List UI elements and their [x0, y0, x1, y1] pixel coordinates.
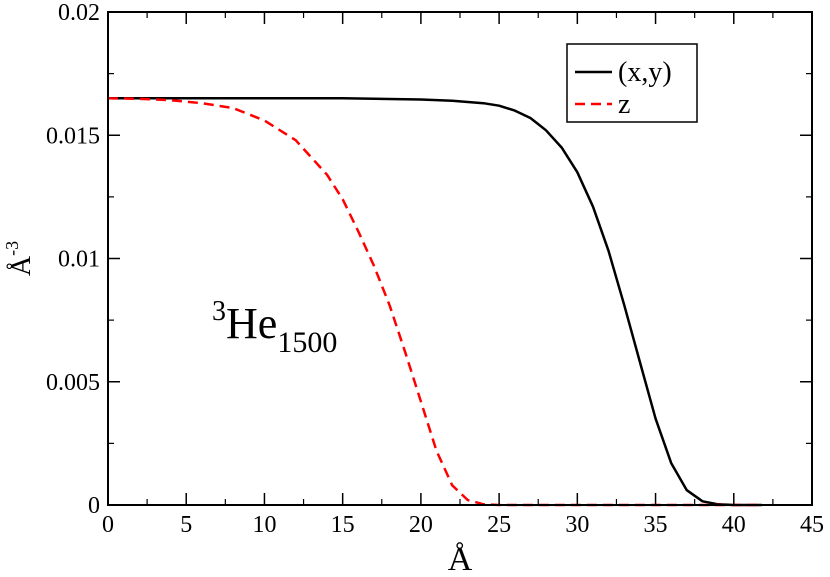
legend-box — [566, 43, 698, 123]
annotation-3he1500: 3He1500 — [212, 296, 337, 359]
x-tick-label: 45 — [800, 512, 824, 538]
y-tick-label: 0.005 — [46, 370, 100, 396]
legend: (x,y) z — [566, 43, 698, 123]
y-tick-label: 0.02 — [58, 0, 100, 26]
x-tick-label: 30 — [565, 512, 589, 538]
svg-text:Å-3: Å-3 — [2, 241, 37, 276]
y-tick-label: 0.01 — [58, 247, 100, 273]
svg-text:3He1500: 3He1500 — [212, 296, 337, 359]
x-tick-label: 35 — [644, 512, 668, 538]
x-axis-title: Å — [448, 541, 473, 577]
x-tick-label: 40 — [722, 512, 746, 538]
y-axis-title-base: Å — [6, 255, 37, 276]
legend-label-xy: (x,y) — [618, 57, 672, 88]
x-axis-ticks: 0 5 10 15 20 25 30 35 40 45 — [102, 12, 824, 538]
y-axis-ticks: 0 0.005 0.01 0.015 0.02 — [46, 0, 812, 519]
x-tick-label: 10 — [252, 512, 276, 538]
y-tick-label: 0.015 — [46, 123, 100, 149]
x-tick-label: 0 — [102, 512, 114, 538]
annotation-superscript: 3 — [212, 296, 226, 327]
annotation-base: He — [226, 299, 277, 348]
y-axis-title: Å-3 — [2, 241, 37, 276]
y-tick-label: 0 — [88, 493, 100, 519]
x-tick-label: 15 — [331, 512, 355, 538]
plot-marks — [107, 97, 762, 507]
y-axis-title-exponent: -3 — [2, 241, 22, 256]
x-tick-label: 5 — [180, 512, 192, 538]
annotation-subscript: 1500 — [277, 326, 337, 359]
legend-label-z: z — [618, 89, 630, 120]
series-line-xy — [108, 97, 762, 507]
x-tick-label: 20 — [409, 512, 433, 538]
x-tick-label: 25 — [487, 512, 511, 538]
plot-frame — [107, 11, 813, 506]
